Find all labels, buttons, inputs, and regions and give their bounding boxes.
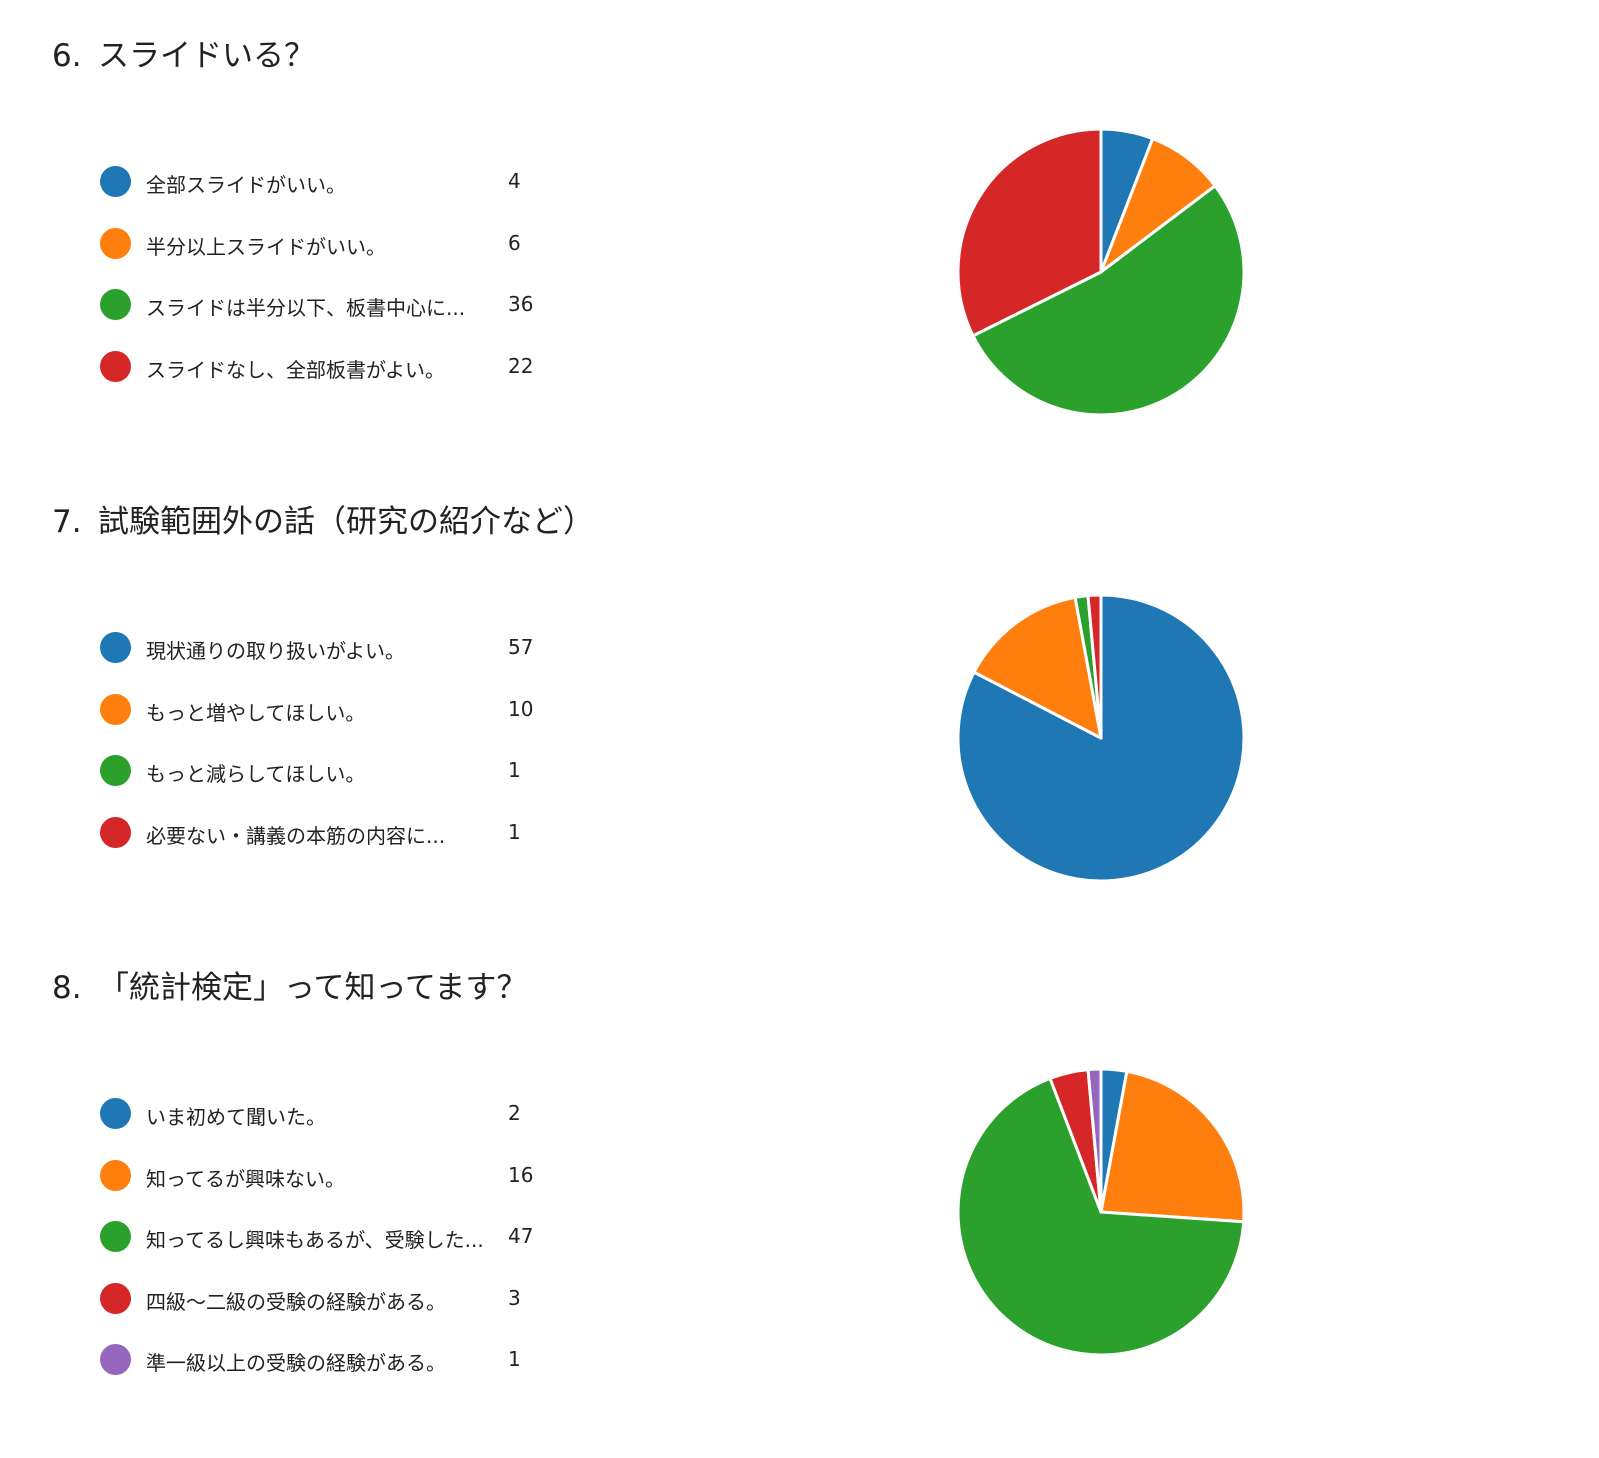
legend-label: 半分以上スライドがいい。 bbox=[146, 234, 386, 259]
legend-color-dot bbox=[100, 1282, 131, 1314]
legend-color-dot bbox=[100, 1344, 131, 1375]
legend-label: もっと増やしてほしい。 bbox=[146, 700, 366, 725]
legend-label: 準一級以上の受験の経験がある。 bbox=[146, 1351, 446, 1375]
legend-label: 四級～二級の受験の経験がある。 bbox=[146, 1289, 446, 1314]
question-title: 7. 試験範囲外の話（研究の紹介など） bbox=[52, 496, 594, 541]
legend-label: もっと減らしてほしい。 bbox=[146, 762, 366, 786]
legend-count: 2 bbox=[508, 1101, 521, 1125]
legend-count: 1 bbox=[508, 1347, 521, 1371]
pie-slice bbox=[956, 127, 1103, 338]
legend-label: 現状通りの取り扱いがよい。 bbox=[146, 639, 405, 663]
legend-count: 22 bbox=[508, 353, 534, 378]
legend-color-dot bbox=[100, 350, 131, 382]
legend-count: 6 bbox=[508, 230, 521, 255]
legend-color-dot bbox=[100, 693, 131, 725]
legend-count: 4 bbox=[508, 169, 521, 193]
pie-slice bbox=[1086, 1067, 1103, 1214]
legend-label: 知ってるが興味ない。 bbox=[146, 1166, 345, 1191]
legend-color-dot bbox=[100, 289, 131, 320]
pie-chart bbox=[956, 127, 1246, 417]
legend-label: 知ってるし興味もあるが、受験した... bbox=[146, 1228, 484, 1252]
pie-chart bbox=[956, 1067, 1246, 1357]
legend-label: 全部スライドがいい。 bbox=[146, 173, 346, 197]
legend-count: 3 bbox=[508, 1285, 521, 1310]
pie-slice bbox=[956, 1076, 1246, 1357]
pie-slice bbox=[1099, 1069, 1246, 1224]
legend-color-dot bbox=[100, 1098, 131, 1129]
pie-slice bbox=[971, 184, 1246, 417]
question-text: 「統計検定」って知ってます？ bbox=[98, 970, 528, 1006]
legend-color-dot bbox=[100, 1221, 131, 1252]
legend-color-dot bbox=[100, 816, 131, 848]
legend-count: 36 bbox=[508, 292, 534, 316]
question-title: 6. スライドいる？ bbox=[52, 30, 315, 75]
question-number: 7. bbox=[52, 504, 82, 540]
legend-count: 1 bbox=[508, 758, 521, 782]
legend-label: 必要ない・講義の本筋の内容に... bbox=[146, 823, 446, 848]
legend-label: いま初めて聞いた。 bbox=[146, 1105, 326, 1129]
legend-count: 10 bbox=[508, 696, 534, 721]
legend-count: 16 bbox=[508, 1162, 534, 1187]
legend-count: 47 bbox=[508, 1224, 534, 1248]
pie-chart bbox=[956, 593, 1246, 883]
legend-color-dot bbox=[100, 755, 131, 786]
question-title: 8. 「統計検定」って知ってます？ bbox=[52, 962, 527, 1007]
question-text: スライドいる？ bbox=[98, 38, 315, 74]
question-number: 6. bbox=[52, 38, 82, 74]
legend-color-dot bbox=[100, 166, 131, 197]
legend-count: 1 bbox=[508, 819, 521, 844]
pie-slice bbox=[1086, 593, 1103, 740]
legend-color-dot bbox=[100, 227, 131, 259]
legend-color-dot bbox=[100, 632, 131, 663]
legend-label: スライドは半分以下、板書中心に... bbox=[146, 296, 466, 320]
legend-count: 57 bbox=[508, 635, 534, 659]
legend-label: スライドなし、全部板書がよい。 bbox=[146, 357, 445, 382]
pie-slice bbox=[972, 595, 1103, 740]
question-number: 8. bbox=[52, 970, 82, 1006]
question-text: 試験範囲外の話（研究の紹介など） bbox=[98, 504, 594, 540]
pie-slice bbox=[956, 593, 1246, 883]
legend-color-dot bbox=[100, 1159, 131, 1191]
